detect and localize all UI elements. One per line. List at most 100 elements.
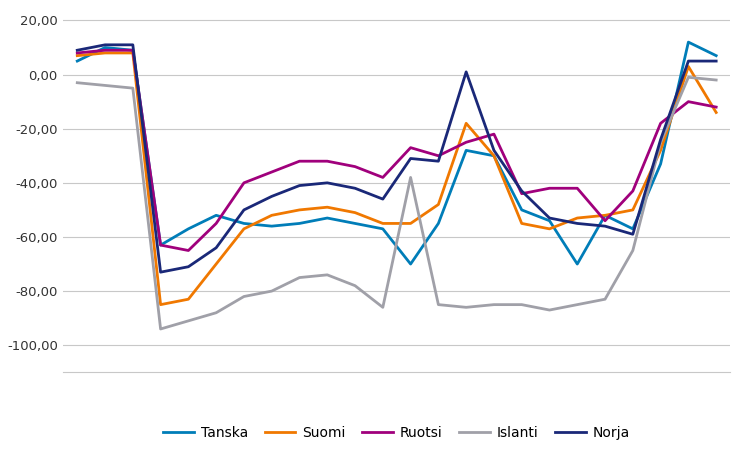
Islanti: [101, 83, 110, 88]
Suomi: [462, 121, 471, 126]
Tanska: [73, 59, 82, 64]
Norja: [268, 194, 276, 199]
Islanti: [351, 283, 360, 288]
Norja: [517, 188, 526, 194]
Suomi: [489, 153, 498, 158]
Ruotsi: [434, 153, 443, 158]
Norja: [351, 186, 360, 191]
Islanti: [212, 310, 220, 316]
Ruotsi: [378, 175, 387, 180]
Tanska: [434, 221, 443, 226]
Ruotsi: [545, 186, 554, 191]
Ruotsi: [656, 121, 665, 126]
Ruotsi: [101, 48, 110, 53]
Ruotsi: [351, 164, 360, 169]
Norja: [295, 183, 304, 188]
Norja: [712, 59, 721, 64]
Norja: [240, 207, 248, 212]
Tanska: [378, 226, 387, 232]
Ruotsi: [684, 99, 693, 104]
Ruotsi: [629, 188, 638, 194]
Islanti: [378, 305, 387, 310]
Norja: [545, 215, 554, 221]
Ruotsi: [295, 158, 304, 164]
Ruotsi: [212, 221, 220, 226]
Norja: [323, 180, 332, 186]
Tanska: [489, 153, 498, 158]
Tanska: [573, 262, 581, 267]
Tanska: [268, 223, 276, 229]
Suomi: [212, 262, 220, 267]
Norja: [156, 269, 165, 275]
Islanti: [489, 302, 498, 307]
Tanska: [656, 161, 665, 167]
Ruotsi: [128, 48, 137, 53]
Suomi: [629, 207, 638, 212]
Tanska: [601, 212, 609, 218]
Ruotsi: [462, 139, 471, 145]
Tanska: [184, 226, 193, 232]
Islanti: [240, 294, 248, 299]
Ruotsi: [184, 248, 193, 253]
Ruotsi: [489, 131, 498, 137]
Line: Tanska: Tanska: [77, 42, 716, 264]
Suomi: [684, 64, 693, 69]
Ruotsi: [517, 191, 526, 197]
Suomi: [101, 50, 110, 56]
Islanti: [323, 272, 332, 277]
Line: Islanti: Islanti: [77, 77, 716, 329]
Ruotsi: [323, 158, 332, 164]
Suomi: [656, 148, 665, 153]
Islanti: [684, 74, 693, 80]
Suomi: [156, 302, 165, 307]
Tanska: [629, 226, 638, 232]
Islanti: [517, 302, 526, 307]
Islanti: [184, 318, 193, 324]
Ruotsi: [406, 145, 415, 150]
Norja: [684, 59, 693, 64]
Legend: Tanska, Suomi, Ruotsi, Islanti, Norja: Tanska, Suomi, Ruotsi, Islanti, Norja: [158, 420, 635, 446]
Norja: [434, 158, 443, 164]
Suomi: [268, 212, 276, 218]
Ruotsi: [240, 180, 248, 186]
Norja: [656, 137, 665, 142]
Islanti: [156, 326, 165, 332]
Tanska: [545, 218, 554, 223]
Tanska: [406, 262, 415, 267]
Islanti: [712, 77, 721, 83]
Line: Ruotsi: Ruotsi: [77, 50, 716, 251]
Suomi: [351, 210, 360, 215]
Tanska: [351, 221, 360, 226]
Norja: [73, 48, 82, 53]
Norja: [573, 221, 581, 226]
Tanska: [101, 45, 110, 50]
Islanti: [406, 175, 415, 180]
Suomi: [434, 202, 443, 207]
Suomi: [517, 221, 526, 226]
Norja: [406, 156, 415, 161]
Norja: [212, 245, 220, 251]
Islanti: [434, 302, 443, 307]
Ruotsi: [601, 218, 609, 223]
Suomi: [240, 226, 248, 232]
Ruotsi: [73, 50, 82, 56]
Norja: [184, 264, 193, 270]
Islanti: [295, 275, 304, 280]
Ruotsi: [156, 242, 165, 248]
Suomi: [184, 296, 193, 302]
Islanti: [656, 139, 665, 145]
Ruotsi: [712, 104, 721, 110]
Ruotsi: [573, 186, 581, 191]
Islanti: [545, 307, 554, 313]
Norja: [462, 69, 471, 74]
Islanti: [573, 302, 581, 307]
Suomi: [73, 53, 82, 59]
Suomi: [378, 221, 387, 226]
Islanti: [601, 296, 609, 302]
Suomi: [406, 221, 415, 226]
Islanti: [128, 85, 137, 91]
Suomi: [712, 110, 721, 115]
Suomi: [573, 215, 581, 221]
Tanska: [240, 221, 248, 226]
Islanti: [462, 305, 471, 310]
